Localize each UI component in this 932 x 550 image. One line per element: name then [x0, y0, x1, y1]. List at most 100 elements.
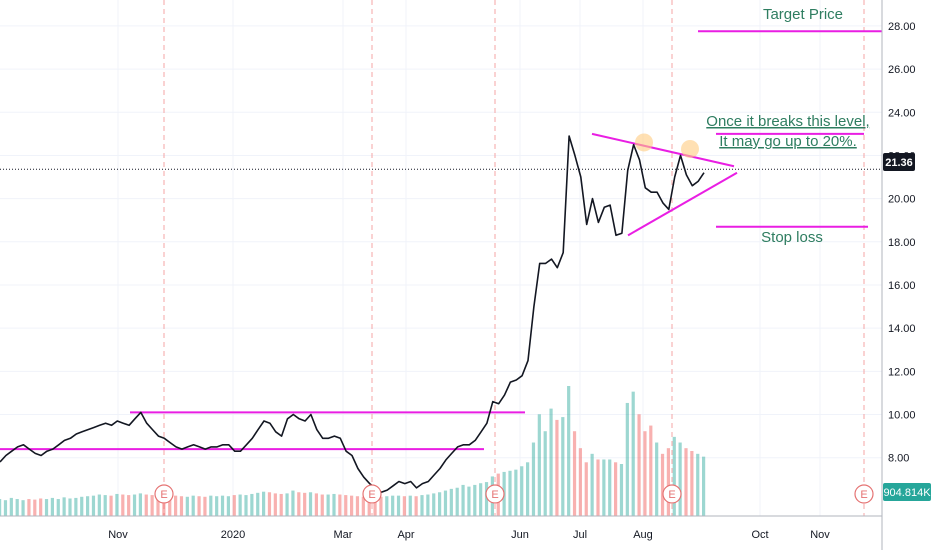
drawn-levels[interactable]	[0, 30, 882, 451]
volume-bar	[666, 448, 670, 516]
y-tick-label: 16.00	[888, 280, 916, 292]
earnings-marker[interactable]: E	[485, 484, 505, 504]
volume-bar	[97, 494, 101, 516]
volume-bar	[355, 496, 360, 516]
earnings-marker-circle	[854, 484, 874, 504]
volume-bar	[461, 484, 465, 516]
volume-bar	[80, 496, 84, 516]
last-price-value: 21.36	[885, 157, 913, 169]
volume-bar	[74, 497, 78, 516]
volume-bar	[103, 495, 107, 516]
breakout-note-line1: Once it breaks this level,	[706, 113, 869, 130]
target-price-label: Target Price	[763, 6, 843, 23]
volume-bar	[303, 492, 307, 516]
triangle-upper-trendline[interactable]	[591, 132, 735, 168]
y-tick-label: 12.00	[888, 366, 916, 378]
volume-bar	[455, 487, 459, 516]
volume-bar	[0, 499, 2, 516]
volume-bar	[185, 496, 189, 516]
volume-bar	[484, 482, 489, 516]
volume-bar	[132, 494, 137, 516]
volume-bar	[21, 500, 25, 516]
volume-bar	[702, 456, 706, 516]
time-axis[interactable]: Nov 2020 Mar Apr Jun Jul Aug Oct Nov	[108, 529, 830, 541]
volume-bar	[696, 453, 700, 516]
volume-bar	[631, 391, 635, 516]
volume-bar	[174, 495, 178, 516]
volume-bar	[62, 497, 66, 516]
volume-bar	[209, 495, 213, 516]
volume-bar	[649, 425, 653, 516]
volume-bar	[9, 497, 13, 516]
volume-bar	[191, 495, 195, 516]
volume-bar	[385, 496, 389, 516]
volume-bar	[514, 469, 518, 516]
volume-bar	[473, 484, 477, 516]
volume-bar	[215, 496, 219, 516]
earnings-marker-label: E	[368, 489, 375, 501]
volume-bar	[267, 492, 272, 516]
volume-bar	[684, 448, 688, 516]
volume-bar	[144, 494, 148, 516]
volume-bar	[344, 495, 348, 516]
price-line[interactable]	[0, 135, 705, 494]
earnings-marker[interactable]: E	[362, 484, 382, 504]
y-tick-label: 20.00	[888, 194, 916, 206]
volume-bar	[361, 496, 365, 516]
volume-bar	[39, 498, 43, 516]
volume-bar	[420, 495, 424, 516]
triangle-lower-trendline[interactable]	[627, 171, 738, 237]
volume-bar	[537, 414, 541, 516]
volume-bar	[285, 493, 289, 516]
volume-bar	[672, 436, 676, 516]
x-tick-label: Jul	[573, 529, 587, 541]
volume-bar	[391, 495, 395, 516]
top-highlight-circle	[635, 133, 653, 152]
volume-bar	[308, 492, 313, 516]
volume-bar	[3, 500, 8, 516]
y-tick-label: 8.00	[888, 453, 909, 465]
volume-bar	[520, 466, 524, 516]
volume-bar	[44, 499, 49, 516]
volume-bar	[291, 490, 295, 516]
volume-bar	[596, 459, 600, 516]
volume-bar	[314, 493, 318, 516]
volume-bar	[162, 495, 166, 516]
volume-bar	[320, 494, 324, 516]
volume-bar	[637, 414, 641, 516]
y-tick-label: 10.00	[888, 410, 916, 422]
volume-bar	[678, 442, 682, 516]
volume-bar	[15, 499, 19, 516]
y-tick-label: 28.00	[888, 21, 916, 33]
y-tick-label: 14.00	[888, 323, 916, 335]
volume-bar	[197, 496, 201, 516]
volume-bar	[479, 483, 483, 516]
volume-bar	[50, 497, 54, 516]
earnings-marker-label: E	[491, 489, 498, 501]
volume-bar	[115, 493, 119, 516]
x-tick-label: Nov	[810, 529, 830, 541]
y-tick-label: 24.00	[888, 107, 916, 119]
volume-bar	[168, 494, 172, 516]
volume-bar	[660, 453, 665, 516]
volume-bar	[467, 486, 471, 516]
volume-bar	[203, 496, 207, 516]
volume-bar	[150, 495, 154, 516]
volume-bar	[508, 470, 512, 516]
volume-bar	[526, 462, 530, 516]
volume-bar	[578, 448, 582, 516]
volume-bar	[297, 492, 301, 516]
price-series	[0, 135, 705, 494]
volume-bar	[156, 494, 160, 516]
earnings-marker[interactable]: E	[854, 484, 874, 504]
volume-bar	[414, 496, 418, 516]
price-axis[interactable]: 28.0026.0024.0022.0020.0018.0016.0014.00…	[888, 21, 916, 465]
volume-bar	[332, 493, 336, 516]
earnings-marker[interactable]: E	[662, 484, 682, 504]
earnings-marker-label: E	[668, 489, 675, 501]
x-tick-label: Oct	[751, 529, 768, 541]
earnings-marker[interactable]: E	[154, 484, 174, 504]
